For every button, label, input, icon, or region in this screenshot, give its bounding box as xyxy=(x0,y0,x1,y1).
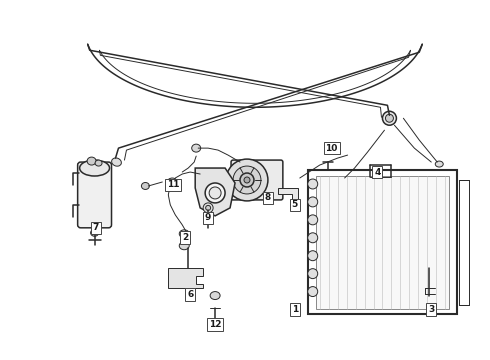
Ellipse shape xyxy=(240,173,254,187)
Text: 7: 7 xyxy=(93,223,99,232)
Ellipse shape xyxy=(383,111,396,125)
Text: 8: 8 xyxy=(265,193,271,202)
Ellipse shape xyxy=(308,233,318,243)
Text: 1: 1 xyxy=(292,305,298,314)
Ellipse shape xyxy=(91,229,98,236)
Ellipse shape xyxy=(203,203,213,213)
Ellipse shape xyxy=(226,159,268,201)
Ellipse shape xyxy=(435,161,443,167)
Ellipse shape xyxy=(179,230,189,238)
Text: 4: 4 xyxy=(374,167,381,176)
Ellipse shape xyxy=(210,292,220,300)
Bar xyxy=(459,180,469,305)
Text: 9: 9 xyxy=(205,213,211,222)
Ellipse shape xyxy=(179,242,189,250)
Bar xyxy=(308,170,457,315)
Polygon shape xyxy=(278,188,298,200)
Ellipse shape xyxy=(142,183,149,189)
Ellipse shape xyxy=(308,197,318,207)
Text: 11: 11 xyxy=(167,180,179,189)
Text: 6: 6 xyxy=(187,290,194,299)
FancyBboxPatch shape xyxy=(77,162,112,228)
Ellipse shape xyxy=(386,114,393,122)
Ellipse shape xyxy=(308,269,318,279)
Ellipse shape xyxy=(209,187,221,199)
Ellipse shape xyxy=(167,178,177,186)
Ellipse shape xyxy=(206,206,211,210)
Ellipse shape xyxy=(308,179,318,189)
Polygon shape xyxy=(168,268,203,288)
Text: 5: 5 xyxy=(292,201,298,210)
Ellipse shape xyxy=(80,160,110,176)
Ellipse shape xyxy=(308,287,318,297)
Text: 2: 2 xyxy=(182,233,188,242)
Ellipse shape xyxy=(308,251,318,261)
Ellipse shape xyxy=(95,160,102,166)
Ellipse shape xyxy=(233,166,261,194)
Polygon shape xyxy=(195,168,235,216)
Ellipse shape xyxy=(112,158,122,166)
Ellipse shape xyxy=(205,183,225,203)
Bar xyxy=(316,176,449,309)
Ellipse shape xyxy=(308,215,318,225)
Text: 10: 10 xyxy=(325,144,338,153)
FancyBboxPatch shape xyxy=(231,160,283,200)
Ellipse shape xyxy=(192,144,201,152)
Text: 3: 3 xyxy=(428,305,435,314)
Text: 12: 12 xyxy=(209,320,221,329)
Ellipse shape xyxy=(244,177,250,183)
Ellipse shape xyxy=(87,157,96,165)
